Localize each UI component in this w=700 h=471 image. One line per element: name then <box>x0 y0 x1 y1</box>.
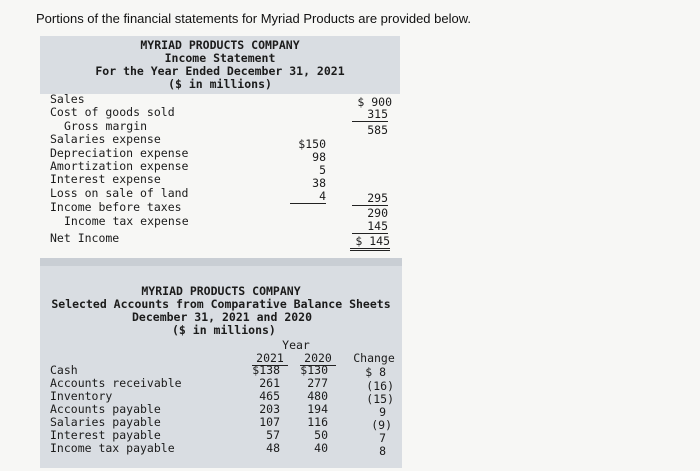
bs-row-label: Interest payable <box>50 428 161 442</box>
balance-sheet-table-area <box>40 340 402 468</box>
bs-row-2020: 480 <box>307 389 328 403</box>
bs-row-change: (15) <box>366 392 394 406</box>
bs-row-label: Accounts payable <box>50 402 161 416</box>
is-total-expenses-value: 295 <box>352 191 388 207</box>
bs-row-label: Accounts receivable <box>50 376 182 390</box>
is-amortization-value: 5 <box>319 163 326 177</box>
bs-row-label: Inventory <box>50 389 113 403</box>
is-depreciation-label: Depreciation expense <box>50 146 189 160</box>
bs-col-change: Change <box>353 351 395 365</box>
is-cogs-value: 315 <box>352 107 388 123</box>
is-tax-value: 145 <box>352 219 388 235</box>
bs-row-change: 9 <box>379 405 386 419</box>
bs-row-2021: $138 <box>252 363 280 377</box>
balance-sheet-header: MYRIAD PRODUCTS COMPANY Selected Account… <box>40 266 402 340</box>
bs-col-2021: 2021 <box>252 351 288 367</box>
is-loss-label: Loss on sale of land <box>50 186 189 200</box>
bs-title: Selected Accounts from Comparative Balan… <box>51 297 391 311</box>
is-salaries-label: Salaries expense <box>50 132 161 146</box>
bs-units: ($ in millions) <box>172 323 276 337</box>
is-depreciation-value: 98 <box>312 150 326 164</box>
bs-row-label: Income tax payable <box>50 441 175 455</box>
is-gross-label: Gross margin <box>64 119 148 133</box>
is-period: For the Year Ended December 31, 2021 <box>95 64 345 78</box>
bs-row-label: Salaries payable <box>50 415 161 429</box>
is-title: Income Statement <box>164 51 276 65</box>
bs-year-header: Year <box>282 338 310 352</box>
bs-company-name: MYRIAD PRODUCTS COMPANY <box>141 284 301 298</box>
is-tax-label: Income tax expense <box>64 214 189 228</box>
income-statement-header: MYRIAD PRODUCTS COMPANY Income Statement… <box>40 36 400 94</box>
is-amortization-label: Amortization expense <box>50 159 189 173</box>
bs-row-2020: 116 <box>307 415 328 429</box>
bs-row-2020: 50 <box>314 428 328 442</box>
bs-row-change: 8 <box>379 444 386 458</box>
is-sales-value: $ 900 <box>357 95 392 109</box>
is-cogs-label: Cost of goods sold <box>50 105 175 119</box>
bs-row-change: (16) <box>366 379 394 393</box>
bs-row-2020: $130 <box>300 363 328 377</box>
bs-row-2021: 465 <box>259 389 280 403</box>
bs-row-2020: 194 <box>307 402 328 416</box>
is-interest-value: 38 <box>312 176 326 190</box>
bs-row-2021: 203 <box>259 402 280 416</box>
is-ibt-label: Income before taxes <box>50 200 182 214</box>
is-sales-label: Sales <box>50 92 85 106</box>
bs-row-2020: 277 <box>307 376 328 390</box>
is-interest-label: Interest expense <box>50 172 161 186</box>
section-divider <box>40 258 402 266</box>
is-units: ($ in millions) <box>168 77 272 91</box>
is-gross-value: 585 <box>367 123 388 137</box>
bs-col-2020: 2020 <box>300 351 336 367</box>
bs-row-2021: 57 <box>266 428 280 442</box>
is-loss-value: 4 <box>290 189 326 205</box>
bs-row-2021: 48 <box>266 441 280 455</box>
bs-row-2021: 261 <box>259 376 280 390</box>
bs-row-change: $ 8 <box>365 365 386 379</box>
bs-row-label: Cash <box>50 363 78 377</box>
problem-prompt: Portions of the financial statements for… <box>36 11 471 26</box>
is-salaries-value: $150 <box>298 137 326 151</box>
is-net-income-value: $ 145 <box>350 234 390 252</box>
is-net-income-label: Net Income <box>50 231 120 245</box>
bs-row-2020: 40 <box>314 441 328 455</box>
bs-row-2021: 107 <box>259 415 280 429</box>
bs-dates: December 31, 2021 and 2020 <box>132 310 313 324</box>
bs-row-change: 7 <box>379 431 386 445</box>
is-ibt-value: 290 <box>367 206 388 220</box>
is-company-name: MYRIAD PRODUCTS COMPANY <box>140 38 300 52</box>
bs-row-change: (9) <box>371 418 392 432</box>
